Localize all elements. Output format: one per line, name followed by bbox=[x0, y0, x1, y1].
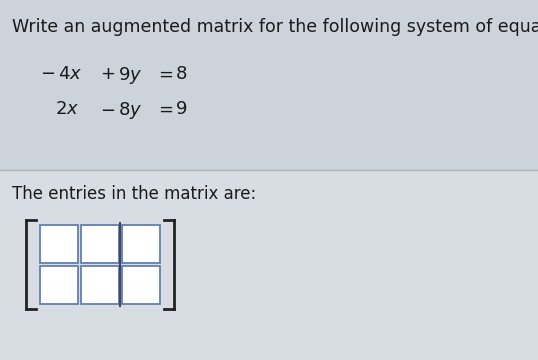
Text: $-\,4x$: $-\,4x$ bbox=[40, 65, 82, 83]
Bar bbox=[122, 225, 160, 263]
Bar bbox=[0, 170, 538, 360]
Text: $=$: $=$ bbox=[155, 65, 174, 83]
Bar bbox=[81, 225, 119, 263]
Text: $9$: $9$ bbox=[175, 100, 187, 118]
Text: $8y$: $8y$ bbox=[118, 100, 143, 121]
Bar bbox=[81, 266, 119, 304]
Bar bbox=[40, 225, 78, 263]
Text: $+$: $+$ bbox=[100, 65, 115, 83]
Text: The entries in the matrix are:: The entries in the matrix are: bbox=[12, 185, 256, 203]
Text: $2x$: $2x$ bbox=[55, 100, 79, 118]
Bar bbox=[40, 266, 78, 304]
Text: $=$: $=$ bbox=[155, 100, 174, 118]
Text: $8$: $8$ bbox=[175, 65, 187, 83]
Text: $-$: $-$ bbox=[100, 100, 115, 118]
Text: $9y$: $9y$ bbox=[118, 65, 143, 86]
Bar bbox=[122, 266, 160, 304]
Text: Write an augmented matrix for the following system of equations.: Write an augmented matrix for the follow… bbox=[12, 18, 538, 36]
